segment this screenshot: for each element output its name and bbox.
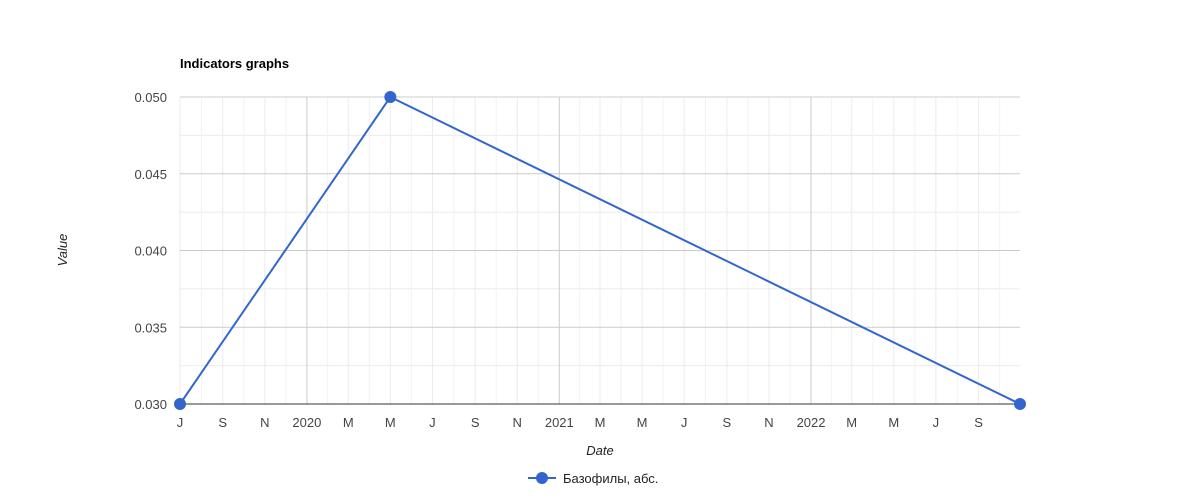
data-point[interactable] (174, 398, 186, 410)
x-tick-label: 2022 (797, 415, 826, 430)
data-point[interactable] (384, 91, 397, 103)
x-tick-label: N (260, 415, 269, 430)
x-tick-label: J (429, 415, 436, 430)
x-tick-label: J (177, 415, 184, 430)
y-tick-label: 0.045 (134, 167, 167, 182)
x-tick-label: M (637, 415, 648, 430)
x-tick-label: M (385, 415, 396, 430)
x-tick-label: S (974, 415, 983, 430)
x-axis-title: Date (586, 443, 613, 458)
x-tick-label: J (681, 415, 688, 430)
x-tick-label: M (846, 415, 857, 430)
data-point[interactable] (1014, 398, 1026, 410)
x-tick-label: 2020 (292, 415, 321, 430)
x-tick-label: M (343, 415, 354, 430)
legend-label: Базофилы, абс. (563, 471, 658, 486)
legend-point-marker (536, 472, 548, 484)
y-axis-title: Value (55, 234, 70, 267)
y-tick-label: 0.030 (134, 397, 167, 412)
y-tick-label: 0.050 (134, 90, 167, 105)
x-tick-label: M (888, 415, 899, 430)
x-tick-label: M (595, 415, 606, 430)
x-tick-label: S (723, 415, 732, 430)
x-axis-ticks: J S N 2020 M M J S N 2021 M M J S N 2022 M M J S (177, 415, 984, 430)
x-tick-label: S (471, 415, 480, 430)
x-tick-label: N (513, 415, 522, 430)
x-tick-label: N (764, 415, 773, 430)
y-tick-label: 0.040 (134, 244, 167, 259)
y-axis-ticks: 0.030 0.035 0.040 0.045 0.050 (134, 90, 167, 412)
y-tick-label: 0.035 (134, 320, 167, 335)
x-tick-label: S (218, 415, 227, 430)
x-tick-label: J (933, 415, 940, 430)
x-tick-label: 2021 (545, 415, 574, 430)
legend[interactable]: Базофилы, абс. (528, 471, 658, 486)
series-group (174, 91, 1026, 410)
chart-title: Indicators graphs (180, 56, 289, 71)
